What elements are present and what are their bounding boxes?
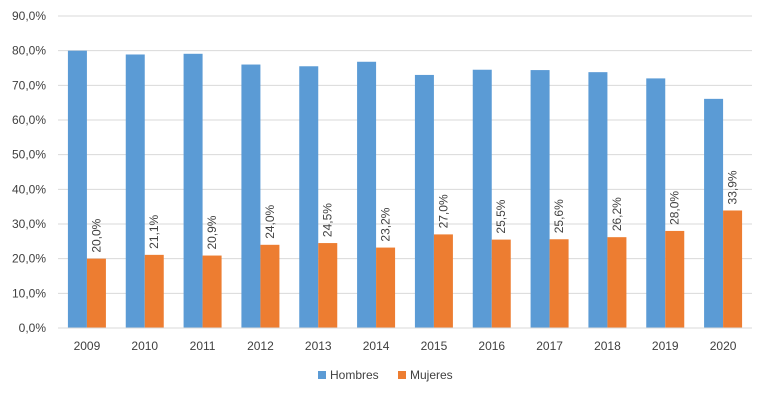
- gridlines: [58, 15, 752, 294]
- y-tick-label: 90,0%: [12, 9, 46, 23]
- data-label-mujeres-2010: 21,1%: [147, 214, 161, 248]
- bar-mujeres-2010: [144, 254, 164, 328]
- bar-hombres-2019: [646, 78, 666, 329]
- x-tick-label: 2018: [594, 339, 621, 353]
- bar-hombres-2013: [299, 66, 319, 329]
- bar-mujeres-2016: [491, 239, 511, 328]
- bar-mujeres-2012: [260, 244, 280, 328]
- bar-hombres-2010: [125, 54, 145, 328]
- bar-hombres-2016: [472, 69, 492, 328]
- data-label-mujeres-2015: 27,0%: [436, 194, 450, 228]
- x-tick-label: 2015: [421, 339, 448, 353]
- x-tick-label: 2013: [305, 339, 332, 353]
- x-tick-label: 2020: [710, 339, 737, 353]
- data-label-mujeres-2016: 25,5%: [494, 199, 508, 233]
- x-tick-label: 2011: [190, 339, 216, 353]
- data-label-mujeres-2014: 23,2%: [379, 207, 393, 241]
- bar-hombres-2009: [67, 50, 87, 329]
- legend-label-mujeres: Mujeres: [410, 368, 453, 382]
- y-tick-label: 40,0%: [12, 182, 46, 196]
- bar-mujeres-2015: [433, 234, 453, 328]
- y-tick-label: 60,0%: [12, 113, 46, 127]
- legend-label-hombres: Hombres: [330, 368, 379, 382]
- bar-mujeres-2020: [723, 210, 743, 328]
- x-tick-label: 2010: [131, 339, 158, 353]
- bar-mujeres-2014: [376, 247, 396, 328]
- bar-hombres-2017: [530, 70, 550, 328]
- data-labels: 20,0% 21,1% 20,9% 24,0% 24,5% 23,2% 27,0% 25,5%…: [89, 170, 739, 253]
- y-tick-label: 10,0%: [12, 286, 46, 300]
- y-tick-label: 70,0%: [12, 78, 46, 92]
- y-tick-label: 0,0%: [19, 321, 47, 335]
- data-label-mujeres-2011: 20,9%: [205, 215, 219, 249]
- y-tick-label: 30,0%: [12, 217, 46, 231]
- bar-mujeres-2011: [202, 255, 222, 328]
- data-label-mujeres-2018: 26,2%: [610, 197, 624, 231]
- y-axis-ticks: 0,0% 10,0% 20,0% 30,0% 40,0% 50,0% 60,0% 70,0% 8…: [12, 9, 46, 335]
- bar-hombres-2014: [357, 61, 377, 328]
- bar-hombres-2015: [414, 74, 434, 328]
- data-label-mujeres-2019: 28,0%: [668, 191, 682, 225]
- bar-hombres-2020: [704, 98, 724, 328]
- bars: [67, 50, 743, 329]
- bar-mujeres-2019: [665, 230, 685, 328]
- bar-hombres-2012: [241, 64, 261, 329]
- x-tick-label: 2019: [652, 339, 679, 353]
- x-tick-label: 2012: [247, 339, 274, 353]
- bar-mujeres-2017: [549, 239, 569, 328]
- data-label-mujeres-2013: 24,5%: [321, 203, 335, 237]
- x-axis-ticks: 2009 2010 2011 2012 2013 2014 2015 2016 2017 2018…: [74, 339, 737, 353]
- bar-mujeres-2009: [86, 258, 106, 328]
- y-tick-label: 20,0%: [12, 252, 46, 266]
- x-tick-label: 2014: [363, 339, 390, 353]
- legend-swatch-mujeres: [398, 371, 406, 379]
- y-tick-label: 50,0%: [12, 148, 46, 162]
- bar-mujeres-2013: [318, 243, 338, 328]
- data-label-mujeres-2017: 25,6%: [552, 199, 566, 233]
- bar-hombres-2011: [183, 53, 203, 328]
- y-tick-label: 80,0%: [12, 44, 46, 58]
- legend: Hombres Mujeres: [318, 368, 453, 382]
- bar-hombres-2018: [588, 72, 608, 328]
- x-tick-label: 2017: [536, 339, 563, 353]
- data-label-mujeres-2012: 24,0%: [263, 204, 277, 238]
- data-label-mujeres-2009: 20,0%: [89, 218, 103, 252]
- data-label-mujeres-2020: 33,9%: [726, 170, 740, 204]
- x-tick-label: 2009: [74, 339, 101, 353]
- x-tick-label: 2016: [478, 339, 505, 353]
- bar-mujeres-2018: [607, 237, 627, 328]
- legend-swatch-hombres: [318, 371, 326, 379]
